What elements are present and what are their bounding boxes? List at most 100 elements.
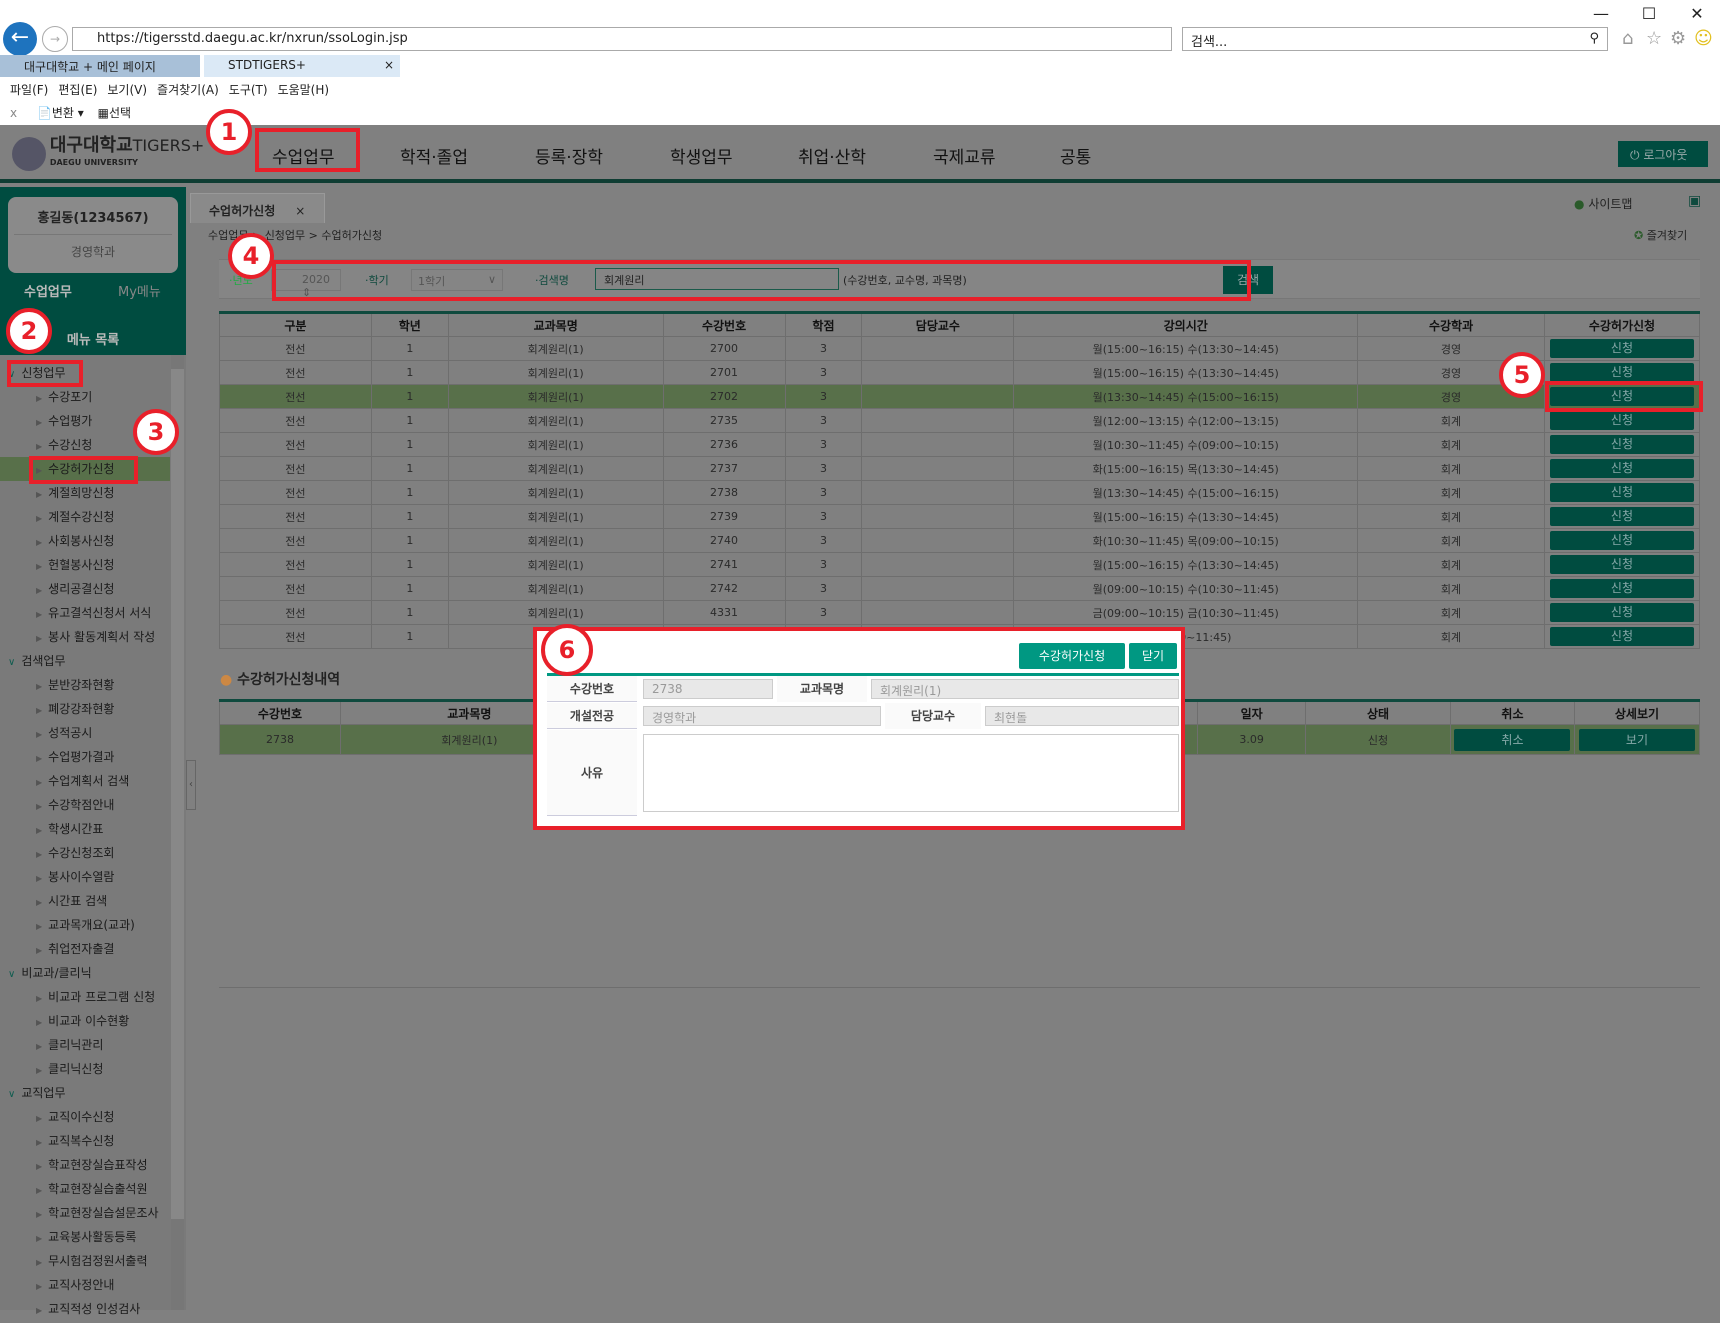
convert-button[interactable]: 📄변환 ▾ [36, 106, 84, 120]
tab-course-permission[interactable]: 수업허가신청 × [190, 193, 325, 223]
address-bar[interactable]: https://tigersstd.daegu.ac.kr/nxrun/ssoL… [72, 27, 1172, 51]
apply-button[interactable]: 신청 [1549, 507, 1694, 526]
favorites-link[interactable]: ✪ 즐겨찾기 [1634, 227, 1687, 243]
menu-item[interactable]: ▶ 수강포기 [0, 385, 170, 409]
close-toolbar-icon[interactable]: x [10, 106, 18, 120]
menu-view[interactable]: 보기(V) [107, 83, 148, 97]
table-row[interactable]: 전선 1 회계원리(1) 2741 3 월(15:00~16:15) 수(13:30~14… [219, 552, 1701, 577]
scrollbar-thumb[interactable] [171, 369, 184, 1219]
home-icon[interactable]: ⌂ [1622, 28, 1634, 49]
logo[interactable]: 대구대학교TIGERS+ DAEGU UNIVERSITY [12, 136, 204, 171]
menu-item[interactable]: ▶ 비교과 프로그램 신청 [0, 985, 170, 1009]
menu-item[interactable]: ▶ 성적공시 [0, 721, 170, 745]
submit-permission-button[interactable]: 수강허가신청 [1019, 643, 1125, 669]
nav-international[interactable]: 국제교류 [933, 148, 996, 168]
term-select[interactable]: 1학기 ∨ [411, 269, 503, 291]
menu-item[interactable]: ▶ 취업전자출결 [0, 937, 170, 961]
menu-group[interactable]: ∨ 신청업무 [0, 361, 170, 385]
apply-button[interactable]: 신청 [1549, 603, 1694, 622]
close-tab-icon[interactable]: × [295, 204, 306, 218]
menu-item[interactable]: ▶ 수강허가신청 [0, 457, 170, 481]
course-name-field[interactable]: 회계원리(1) [871, 679, 1179, 699]
apply-button[interactable]: 신청 [1549, 483, 1694, 502]
apply-button[interactable]: 신청 [1549, 555, 1694, 574]
menu-group[interactable]: ∨ 검색업무 [0, 649, 170, 673]
reason-textarea[interactable] [643, 734, 1179, 812]
menu-item[interactable]: ▶ 클리닉관리 [0, 1033, 170, 1057]
menu-item[interactable]: ▶ 수업계획서 검색 [0, 769, 170, 793]
forward-button[interactable]: → [42, 26, 68, 52]
menu-item[interactable]: ▶ 분반강좌현황 [0, 673, 170, 697]
back-button[interactable]: ← [3, 22, 37, 56]
gear-icon[interactable]: ⚙ [1670, 28, 1687, 49]
menu-group[interactable]: ∨ 교직업무 [0, 1081, 170, 1105]
menu-item[interactable]: ▶ 계절희망신청 [0, 481, 170, 505]
nav-student[interactable]: 학생업무 [670, 148, 733, 168]
cancel-button[interactable]: 취소 [1454, 728, 1571, 751]
menu-item[interactable]: ▶ 교과목개요(교과) [0, 913, 170, 937]
menu-item[interactable]: ▶ 학교현장실습표작성 [0, 1153, 170, 1177]
professor-field[interactable]: 최현돌 [985, 706, 1179, 726]
menu-item[interactable]: ▶ 헌혈봉사신청 [0, 553, 170, 577]
dept-field[interactable]: 경영학과 [643, 706, 881, 726]
menu-item[interactable]: ▶ 폐강강좌현황 [0, 697, 170, 721]
window-icon[interactable]: ▣ [1688, 193, 1702, 209]
table-row[interactable]: 전선 1 회계원리(1) 2736 3 월(10:30~11:45) 수(09:00~10… [219, 432, 1701, 457]
menu-item[interactable]: ▶ 수업평가 [0, 409, 170, 433]
apply-button[interactable]: 신청 [1549, 387, 1694, 406]
nav-class[interactable]: 수업업무 [272, 148, 335, 168]
nav-common[interactable]: 공통 [1060, 148, 1092, 168]
menu-item[interactable]: ▶ 무시험검정원서출력 [0, 1249, 170, 1273]
sidebar-tab-mymenu[interactable]: My메뉴 [118, 285, 161, 300]
menu-item[interactable]: ▶ 교직복수신청 [0, 1129, 170, 1153]
select-button[interactable]: ▦선택 [97, 106, 132, 120]
apply-button[interactable]: 신청 [1549, 531, 1694, 550]
table-row[interactable]: 전선 1 회계원리(1) 2738 3 월(13:30~14:45) 수(15:00~16… [219, 480, 1701, 505]
table-row[interactable]: 전선 1 회계원리(1) 2702 3 월(13:30~14:45) 수(15:00~16… [219, 384, 1701, 409]
keyword-input[interactable]: 회계원리 [595, 268, 839, 290]
menu-file[interactable]: 파일(F) [10, 83, 49, 97]
menu-item[interactable]: ▶ 계절수강신청 [0, 505, 170, 529]
menu-item[interactable]: ▶ 교직사정안내 [0, 1273, 170, 1297]
menu-item[interactable]: ▶ 봉사이수열람 [0, 865, 170, 889]
menu-item[interactable]: ▶ 봉사 활동계획서 작성 [0, 625, 170, 649]
apply-button[interactable]: 신청 [1549, 459, 1694, 478]
minimize-button[interactable]: — [1593, 4, 1609, 23]
menu-item[interactable]: ▶ 수업평가결과 [0, 745, 170, 769]
maximize-button[interactable]: ☐ [1641, 4, 1657, 23]
sidebar-scrollbar[interactable] [171, 355, 184, 1310]
sidebar-collapse-button[interactable]: ‹ [186, 760, 196, 810]
menu-help[interactable]: 도움말(H) [277, 83, 330, 97]
table-row[interactable]: 전선 1 회계원리(1) 2739 3 월(15:00~16:15) 수(13:30~14… [219, 504, 1701, 529]
apply-button[interactable]: 신청 [1549, 363, 1694, 382]
star-icon[interactable]: ☆ [1646, 28, 1663, 49]
menu-item[interactable]: ▶ 생리공결신청 [0, 577, 170, 601]
close-tab-icon[interactable]: × [383, 58, 394, 72]
menu-item[interactable]: ▶ 비교과 이수현황 [0, 1009, 170, 1033]
course-no-field[interactable]: 2738 [643, 679, 773, 699]
apply-button[interactable]: 신청 [1549, 435, 1694, 454]
smiley-icon[interactable]: ☺ [1694, 28, 1713, 49]
browser-tab-main[interactable]: 대구대학교 + 메인 페이지 [0, 55, 200, 77]
nav-career[interactable]: 취업·산학 [798, 148, 866, 168]
menu-item[interactable]: ▶ 학교현장실습설문조사 [0, 1201, 170, 1225]
menu-item[interactable]: ▶ 학교현장실습출석원 [0, 1177, 170, 1201]
close-window-button[interactable]: ✕ [1690, 4, 1704, 23]
menu-item[interactable]: ▶ 수강신청조회 [0, 841, 170, 865]
menu-item[interactable]: ▶ 클리닉신청 [0, 1057, 170, 1081]
menu-item[interactable]: ▶ 교육봉사활동등록 [0, 1225, 170, 1249]
menu-item[interactable]: ▶ 유고결석신청서 서식 [0, 601, 170, 625]
year-spinner[interactable]: 2020 ⇕ [271, 269, 341, 299]
table-row[interactable]: 전선 1 회계원리(1) 2700 3 월(15:00~16:15) 수(13:30~14… [219, 336, 1701, 361]
apply-button[interactable]: 신청 [1549, 627, 1694, 646]
menu-edit[interactable]: 편집(E) [58, 83, 98, 97]
menu-item[interactable]: ▶ 사회봉사신청 [0, 529, 170, 553]
table-row[interactable]: 전선 1 회계원리(1) 2740 3 화(10:30~11:45) 목(09:00~10… [219, 528, 1701, 553]
table-row[interactable]: 전선 1 회계원리(1) 2735 3 월(12:00~13:15) 수(12:00~13… [219, 408, 1701, 433]
menu-item[interactable]: ▶ 교직적성 인성검사 [0, 1297, 170, 1321]
menu-item[interactable]: ▶ 수강신청 [0, 433, 170, 457]
view-button[interactable]: 보기 [1578, 728, 1695, 751]
menu-item[interactable]: ▶ 학생시간표 [0, 817, 170, 841]
menu-group[interactable]: ∨ 비교과/클리닉 [0, 961, 170, 985]
sidebar-tab-class[interactable]: 수업업무 [24, 285, 72, 300]
